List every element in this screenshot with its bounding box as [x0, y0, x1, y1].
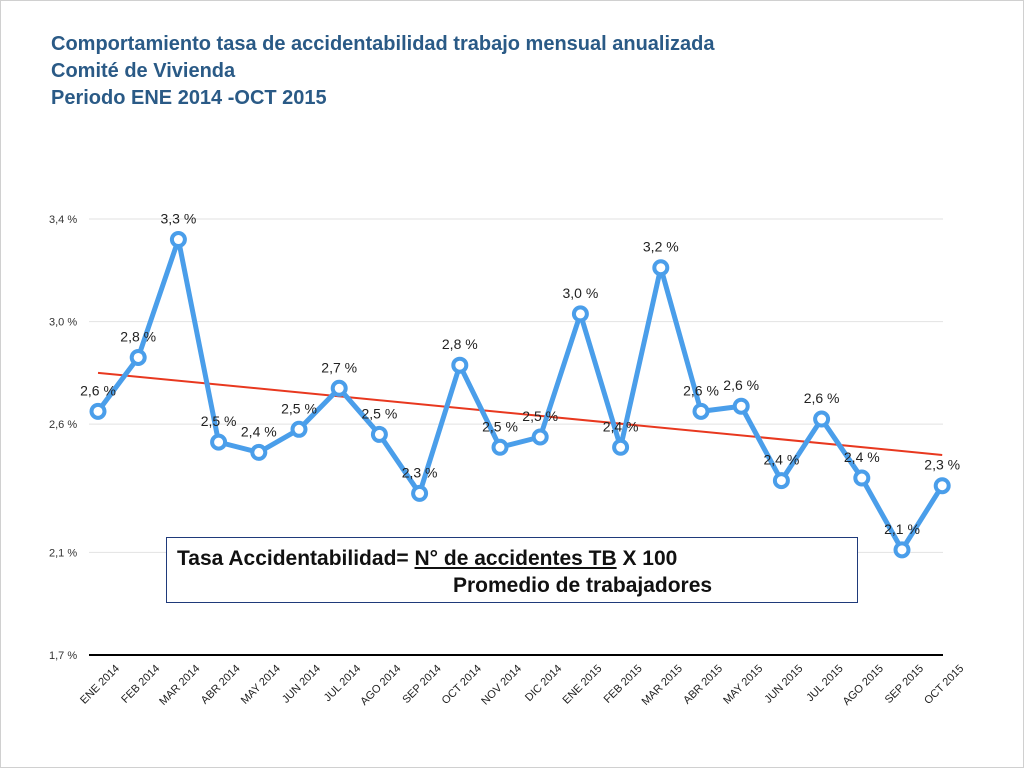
data-label: 2,8 % — [442, 336, 478, 352]
data-label: 3,3 % — [160, 211, 196, 227]
x-tick-label: OCT 2015 — [922, 663, 966, 707]
x-tick-label: MAR 2014 — [157, 663, 202, 708]
data-label: 2,4 % — [603, 418, 639, 434]
x-tick-label: JUN 2015 — [762, 663, 805, 706]
data-point — [853, 469, 871, 487]
data-point — [772, 472, 790, 490]
x-tick-label: FEB 2015 — [602, 663, 645, 706]
data-point — [89, 402, 107, 420]
data-point — [370, 425, 388, 443]
x-tick-label: JUN 2014 — [280, 663, 323, 706]
data-label: 2,5 % — [281, 400, 317, 416]
x-tick-label: ABR 2015 — [681, 663, 725, 707]
formula-numerator: N° de accidentes TB — [414, 547, 617, 570]
data-point — [531, 428, 549, 446]
x-tick-label: AGO 2015 — [841, 663, 886, 708]
x-tick-label: JUL 2015 — [804, 663, 845, 704]
x-tick-label: FEB 2014 — [119, 663, 162, 706]
data-label: 2,5 % — [201, 413, 237, 429]
data-label: 2,6 % — [804, 390, 840, 406]
data-label: 2,6 % — [723, 377, 759, 393]
data-point — [451, 356, 469, 374]
data-point — [330, 379, 348, 397]
data-point — [893, 541, 911, 559]
data-point — [169, 231, 187, 249]
data-label: 2,6 % — [683, 382, 719, 398]
data-label: 2,5 % — [361, 405, 397, 421]
x-tick-label: DIC 2014 — [523, 663, 564, 704]
x-tick-label: ENE 2014 — [78, 663, 122, 707]
x-tick-label: MAR 2015 — [640, 663, 685, 708]
formula-row-1: Tasa Accidentabilidad= N° de accidentes … — [177, 545, 857, 572]
x-tick-label: MAY 2014 — [239, 663, 283, 707]
data-label: 2,3 % — [402, 464, 438, 480]
y-tick-label: 3,0 % — [49, 317, 77, 329]
chart-title: Comportamiento tasa de accidentabilidad … — [51, 31, 715, 112]
x-tick-label: OCT 2014 — [440, 663, 484, 707]
data-label: 2,4 % — [844, 449, 880, 465]
data-point — [692, 402, 710, 420]
x-tick-label: ENE 2015 — [561, 663, 605, 707]
x-tick-label: ABR 2014 — [199, 663, 243, 707]
series-line — [95, 237, 945, 553]
data-point — [411, 484, 429, 502]
data-point — [652, 259, 670, 277]
data-point — [813, 410, 831, 428]
x-tick-label: NOV 2014 — [479, 663, 524, 708]
x-tick-label: MAY 2015 — [721, 663, 765, 707]
data-point — [290, 420, 308, 438]
y-tick-label: 1,7 % — [49, 650, 77, 662]
data-label: 2,5 % — [482, 418, 518, 434]
data-point — [612, 438, 630, 456]
y-tick-label: 2,6 % — [49, 419, 77, 431]
data-point — [933, 477, 951, 495]
data-label: 2,4 % — [241, 423, 277, 439]
data-point — [491, 438, 509, 456]
data-label: 2,4 % — [763, 452, 799, 468]
y-tick-label: 2,1 % — [49, 547, 77, 559]
data-point — [732, 397, 750, 415]
y-tick-label: 3,4 % — [49, 214, 77, 226]
title-line-1: Comportamiento tasa de accidentabilidad … — [51, 33, 715, 55]
x-tick-label: SEP 2015 — [883, 663, 926, 706]
data-point — [250, 443, 268, 461]
data-label: 2,3 % — [924, 457, 960, 473]
formula-lhs: Tasa Accidentabilidad= — [177, 547, 415, 570]
title-line-2: Comité de Vivienda — [51, 60, 236, 82]
title-line-3: Periodo ENE 2014 -OCT 2015 — [51, 87, 327, 109]
x-tick-label: SEP 2014 — [400, 663, 443, 706]
trend-line — [97, 371, 943, 456]
data-label: 3,2 % — [643, 239, 679, 255]
data-label: 2,8 % — [120, 328, 156, 344]
formula-multiplier: X 100 — [616, 547, 678, 570]
data-label: 2,6 % — [80, 382, 116, 398]
data-label: 2,1 % — [884, 521, 920, 537]
data-point — [571, 305, 589, 323]
formula-box: Tasa Accidentabilidad= N° de accidentes … — [166, 537, 858, 603]
data-point — [129, 348, 147, 366]
data-label: 2,7 % — [321, 359, 357, 375]
data-label: 3,0 % — [562, 285, 598, 301]
x-tick-label: AGO 2014 — [358, 663, 403, 708]
formula-denominator: Promedio de trabajadores — [453, 574, 713, 597]
data-point — [210, 433, 228, 451]
data-label: 2,5 % — [522, 408, 558, 424]
x-tick-label: JUL 2014 — [322, 663, 363, 704]
